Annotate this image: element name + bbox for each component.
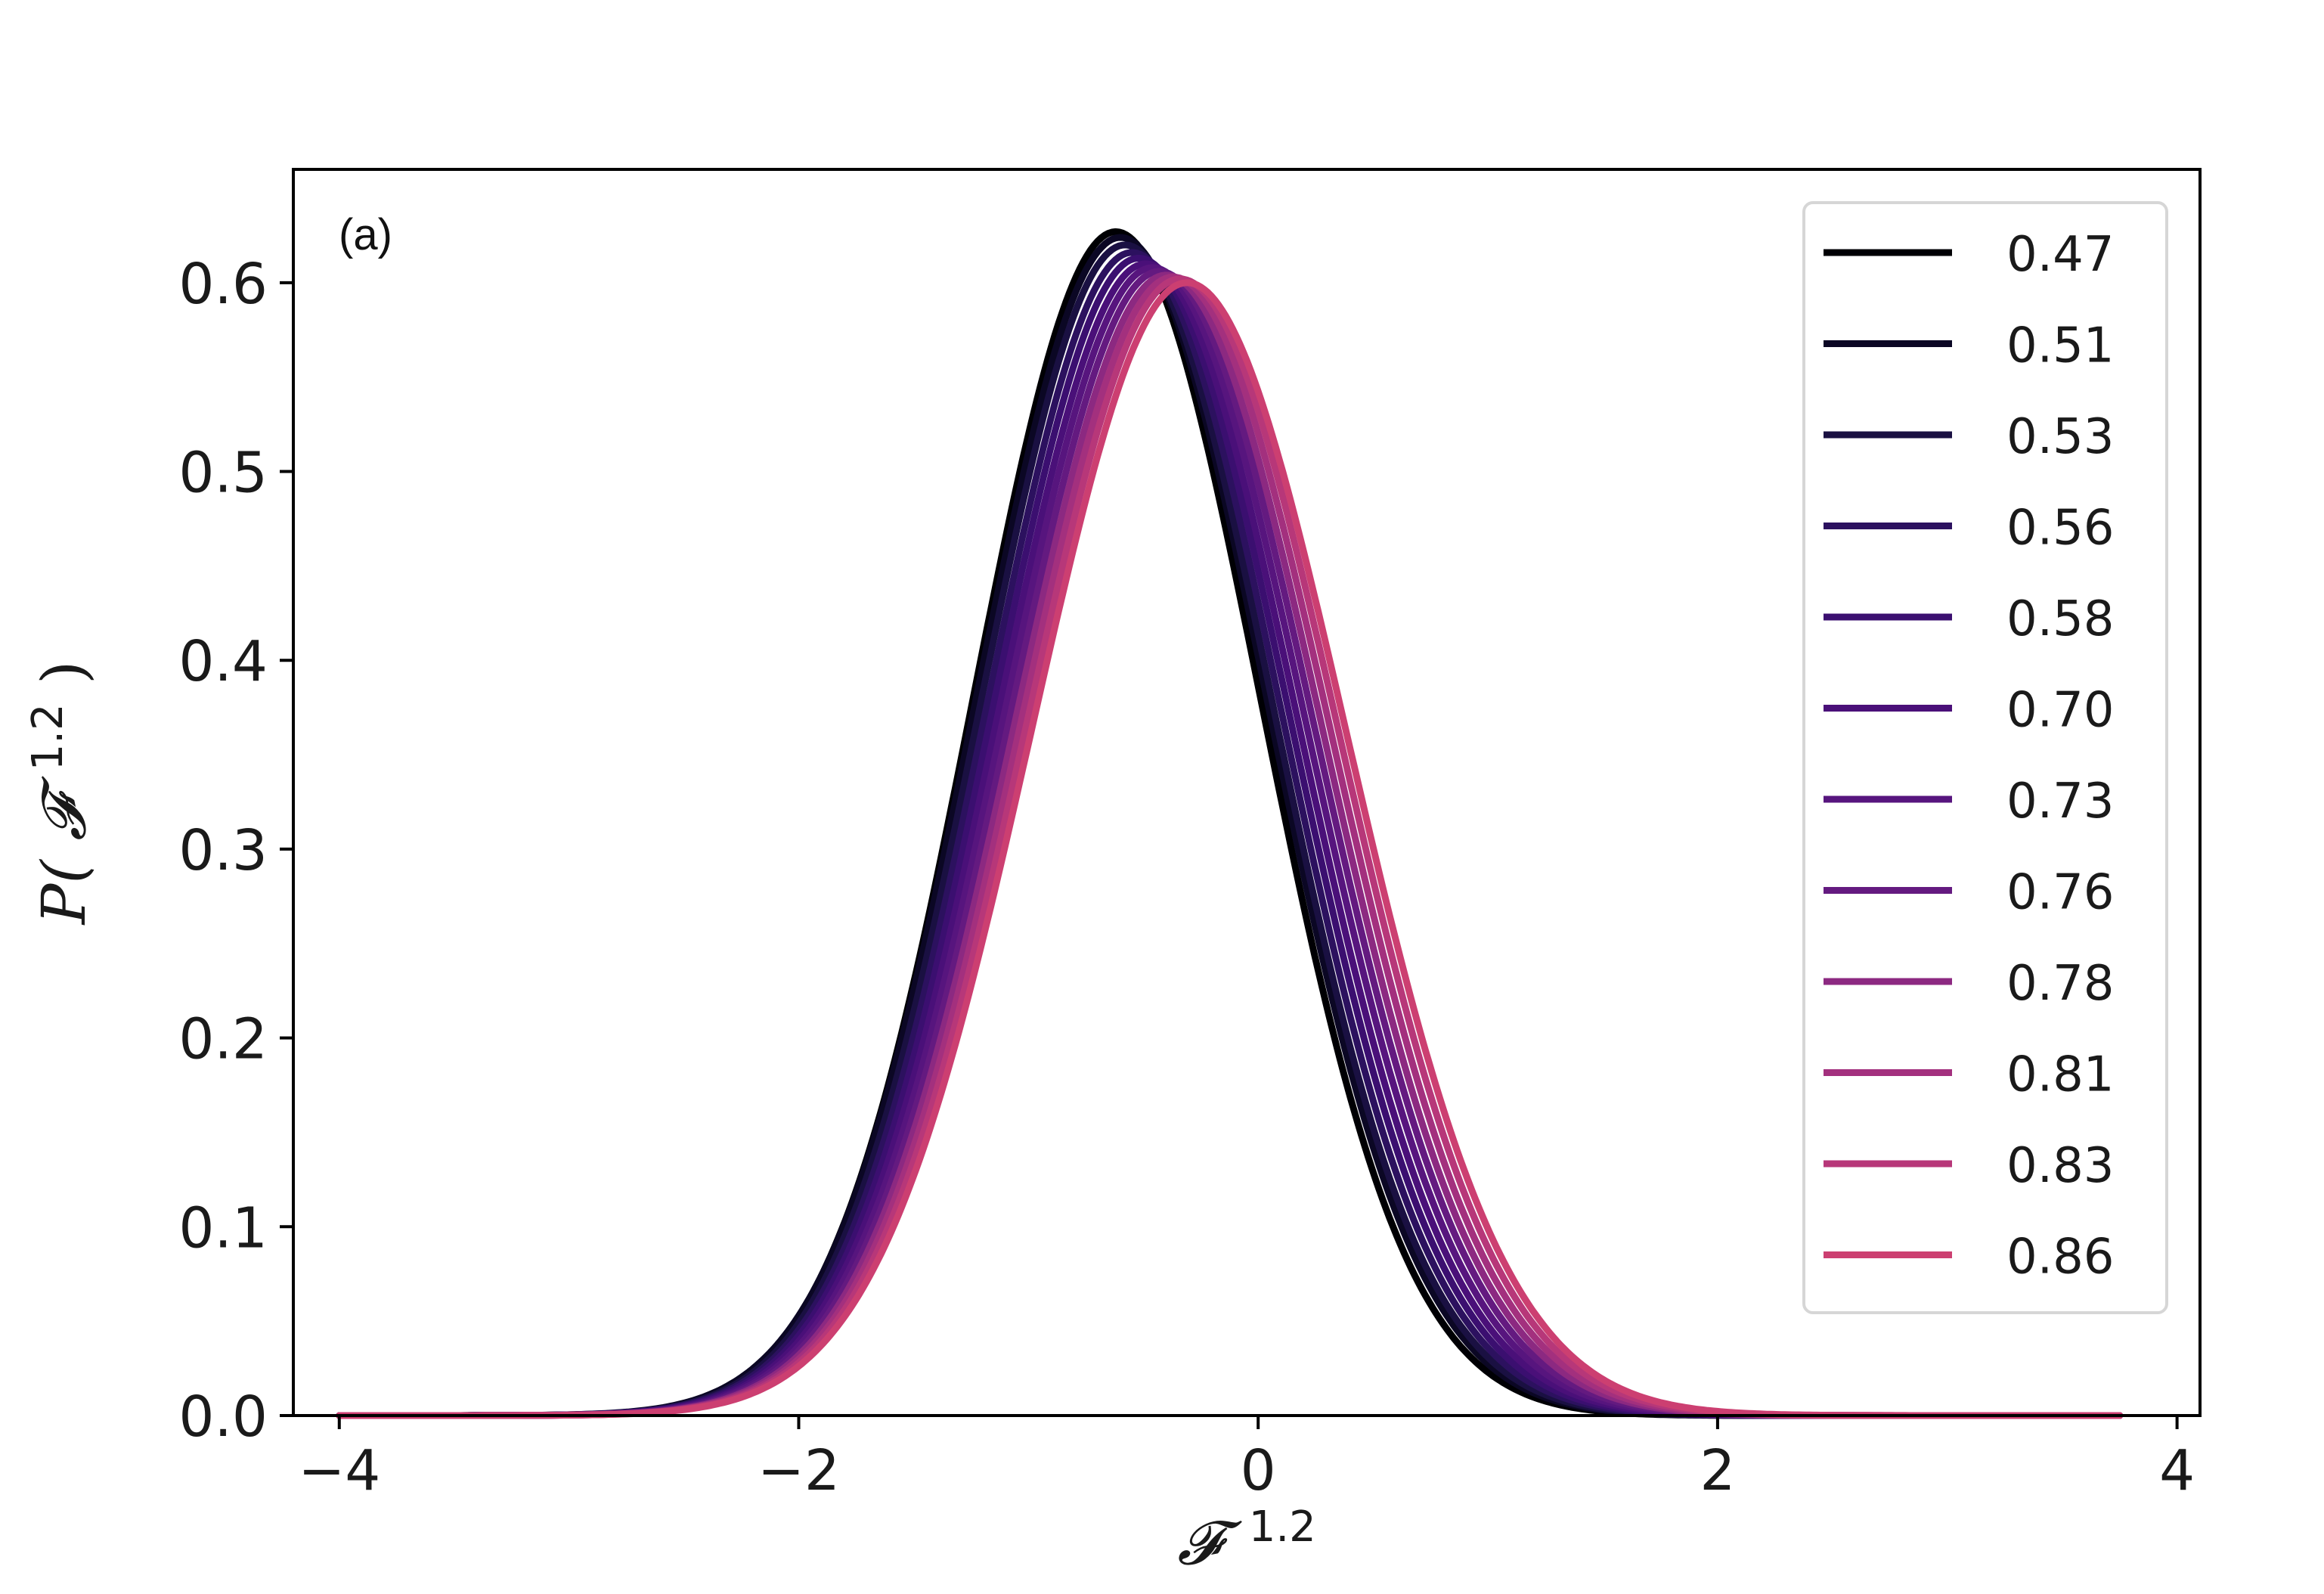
- x-axis-label: 𝓕 1.2: [1177, 1503, 1316, 1578]
- legend-entry-0.51: 0.51: [2006, 318, 2115, 374]
- y-tick-label: 0.6: [178, 252, 268, 317]
- x-tick-label: 4: [2159, 1438, 2195, 1503]
- y-tick-label: 0.4: [178, 629, 268, 694]
- legend: 0.47 0.51 0.53 0.56 0.58 0.70 0.73 0.76 0.78 0.81…: [1802, 201, 2168, 1314]
- y-axis-superscript: 1.2: [23, 703, 73, 771]
- legend-entry-0.70: 0.70: [2006, 683, 2115, 739]
- legend-entry-0.78: 0.78: [2006, 956, 2115, 1012]
- legend-entry-0.86: 0.86: [2006, 1230, 2115, 1285]
- x-axis-superscript: 1.2: [1249, 1503, 1316, 1552]
- x-tick-label: 2: [1700, 1438, 1735, 1503]
- plot-frame: [292, 168, 2202, 1417]
- legend-entry-0.81: 0.81: [2006, 1047, 2115, 1103]
- x-tick-label: 0: [1241, 1438, 1276, 1503]
- x-tick-label: −4: [298, 1438, 380, 1503]
- y-tick-label: 0.1: [178, 1196, 268, 1261]
- legend-box: [1802, 201, 2168, 1314]
- legend-entry-0.58: 0.58: [2006, 591, 2115, 647]
- y-axis-symbol: 𝓕: [29, 776, 99, 841]
- legend-entry-0.47: 0.47: [2006, 227, 2115, 283]
- legend-entry-0.53: 0.53: [2006, 409, 2115, 465]
- y-axis-suffix: ): [29, 661, 99, 684]
- y-axis-prefix: P(: [29, 859, 99, 926]
- y-axis-label: P( 𝓕 1.2 ): [6, 661, 99, 926]
- legend-entry-0.56: 0.56: [2006, 501, 2115, 557]
- x-axis-ticks: −4 −2 0 2 4: [298, 1416, 2195, 1503]
- x-tick-label: −2: [758, 1438, 840, 1503]
- y-tick-label: 0.0: [178, 1385, 268, 1450]
- legend-entry-0.83: 0.83: [2006, 1138, 2115, 1194]
- panel-label: (a): [339, 210, 392, 259]
- y-tick-label: 0.2: [178, 1007, 268, 1072]
- y-tick-label: 0.3: [178, 818, 268, 883]
- legend-entry-0.73: 0.73: [2006, 774, 2115, 830]
- y-tick-label: 0.5: [178, 441, 268, 506]
- x-axis-symbol: 𝓕: [1177, 1508, 1242, 1578]
- legend-entry-0.76: 0.76: [2006, 865, 2115, 921]
- y-axis-ticks: 0.0 0.1 0.2 0.3 0.4 0.5 0.6: [178, 252, 293, 1450]
